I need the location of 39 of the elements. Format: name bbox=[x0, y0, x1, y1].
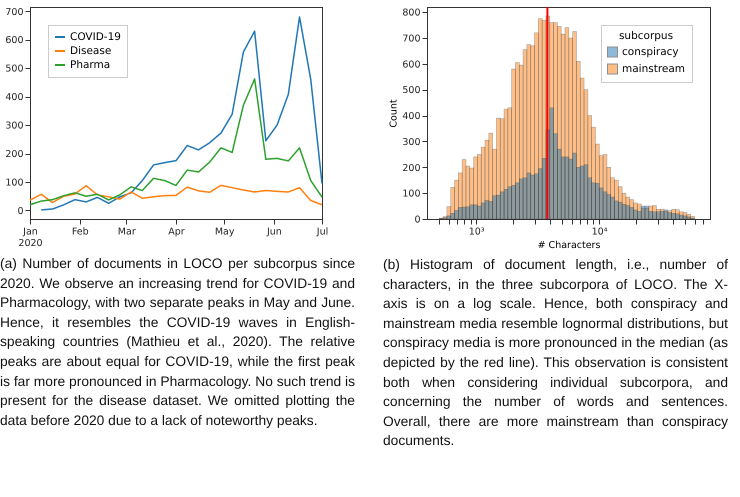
x-tick-label: May bbox=[214, 226, 235, 238]
y-tick-label: 400 bbox=[402, 111, 420, 122]
legend-label: Pharma bbox=[70, 59, 110, 71]
x-tick-label: Feb bbox=[72, 226, 89, 238]
x-tick-label: Mar bbox=[118, 226, 136, 238]
y-tick-label: 0 bbox=[17, 206, 24, 217]
x-tick-label: Jul bbox=[316, 226, 328, 238]
text: (b) Histogram of document length, i.e., number of characters, in the three subcorpora of LOCO. The X-axis is on a log scale. Hence, both conspiracy and mainstream media resemble lognormal distributions, but conspiracy media is more pronounced in the median (as depicted by the red line). This observation is consistent both when considering individual subcorpora, and concerning the number of words and sentences. Overall, there are more mainstream than conspiracy documents. bbox=[383, 257, 728, 448]
y-tick-label: 600 bbox=[402, 59, 420, 70]
y-tick-label: 700 bbox=[5, 6, 24, 18]
y-tick-label: 700 bbox=[402, 34, 420, 45]
legend-label: conspiracy bbox=[622, 46, 679, 58]
line-series bbox=[40, 16, 323, 211]
x-axis-title: # Characters bbox=[538, 240, 600, 251]
y-tick-label: 200 bbox=[5, 149, 24, 160]
x-tick-label: Jan 2020 bbox=[18, 226, 43, 249]
text: (a) Number of documents in LOCO per subcorpus since 2020. We observe an increasing trend for COVID-19 and Pharmacology, with two separate peaks in May and June. Hence, it resembles the COVID-19 waves in English-speaking countries (Mathieu et al., 2020). The relative peaks are about equal for COVID-19, while the first peak is far more pronounced in Pharmacology. No such trend is present for the disease dataset. We omitted plotting the data before 2020 due to a lack of noteworthy peaks. bbox=[0, 256, 355, 428]
y-tick-label: 100 bbox=[5, 178, 24, 189]
x-tick-label: Jun bbox=[266, 226, 282, 238]
x-tick-label: 10⁴ bbox=[592, 226, 608, 238]
y-tick-label: 800 bbox=[402, 8, 420, 19]
y-tick-label: 200 bbox=[402, 162, 420, 174]
line-series bbox=[29, 78, 323, 206]
y-tick-label: 600 bbox=[5, 35, 24, 46]
y-tick-label: 100 bbox=[402, 188, 420, 200]
y-axis-title: Count bbox=[388, 99, 400, 128]
legend-label: mainstream bbox=[622, 63, 686, 75]
y-tick-label: 500 bbox=[402, 85, 420, 96]
x-tick-label: 10³ bbox=[468, 226, 485, 238]
line-series bbox=[29, 184, 323, 206]
y-tick-label: 400 bbox=[5, 92, 24, 104]
x-tick-label: Apr bbox=[168, 226, 185, 238]
y-tick-label: 0 bbox=[414, 214, 420, 226]
y-tick-label: 300 bbox=[402, 136, 420, 148]
legend-label: Disease bbox=[70, 45, 112, 57]
legend-title: subcorpus bbox=[618, 30, 674, 42]
y-tick-label: 500 bbox=[5, 64, 24, 75]
legend-label: COVID-19 bbox=[70, 31, 121, 43]
y-tick-label: 300 bbox=[5, 120, 24, 132]
